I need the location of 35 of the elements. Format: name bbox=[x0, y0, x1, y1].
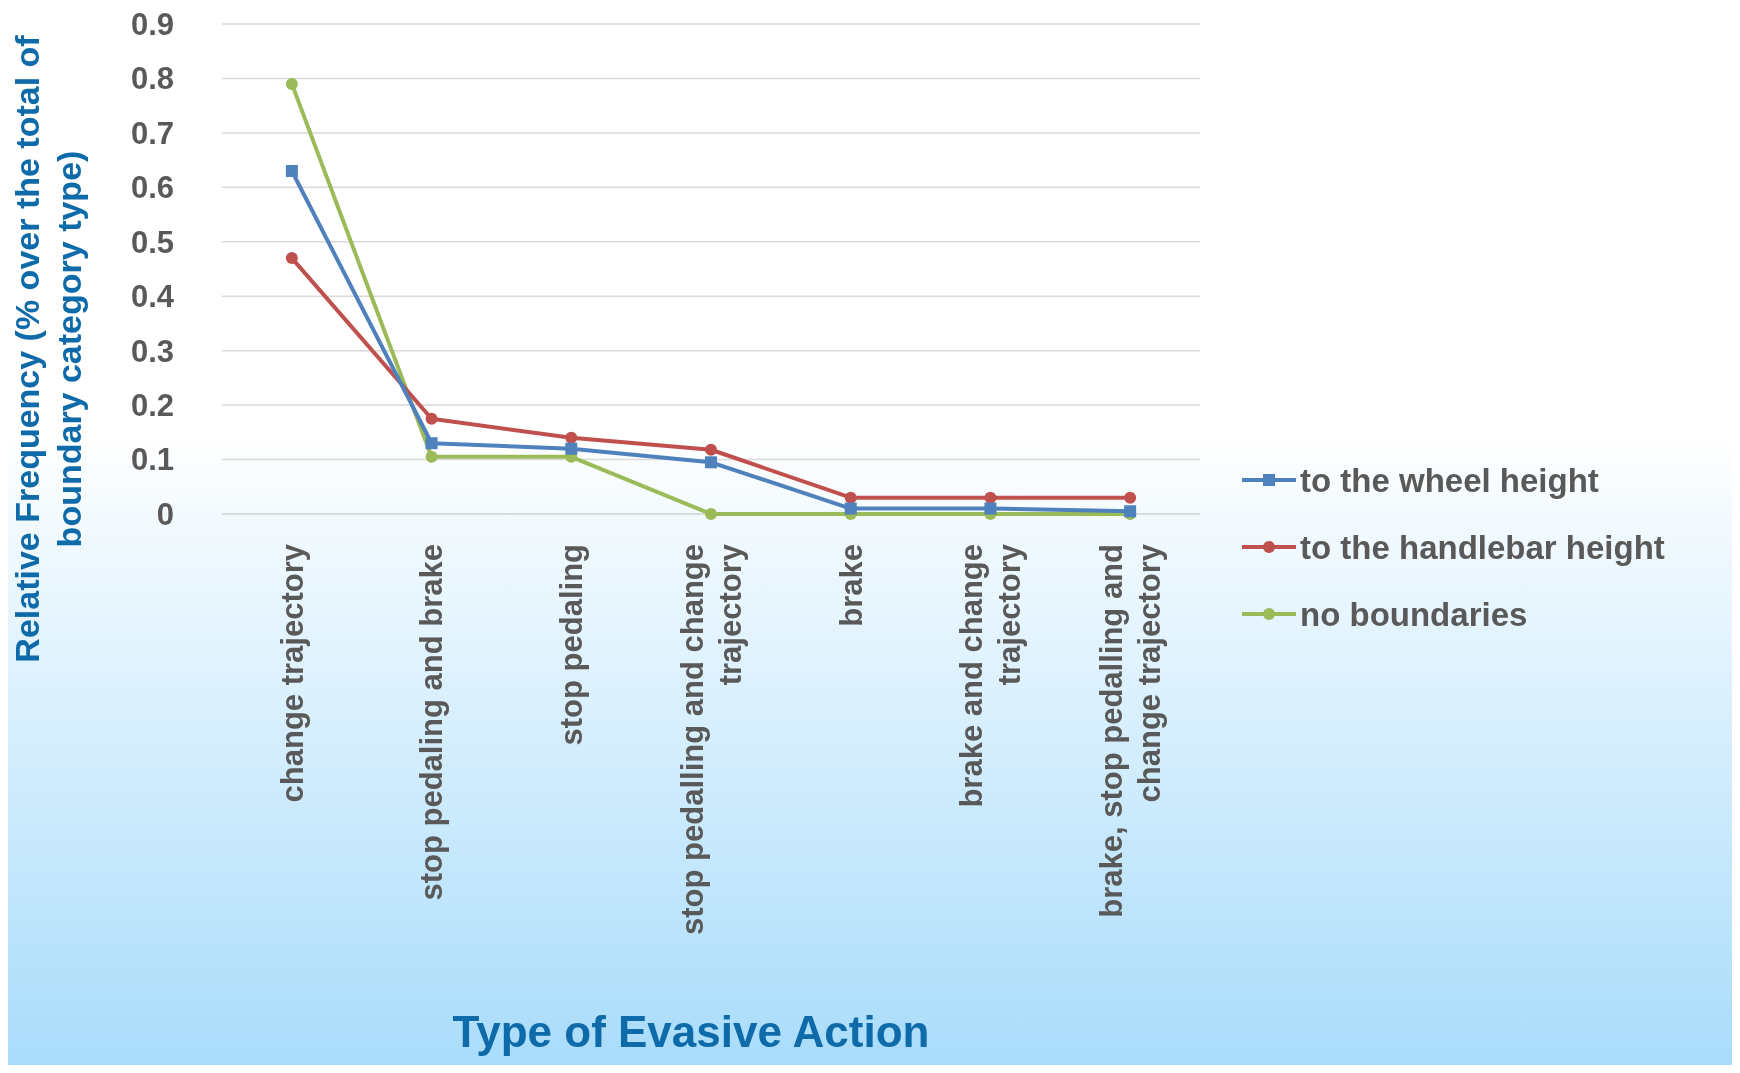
point bbox=[425, 437, 438, 450]
point bbox=[425, 412, 438, 425]
y-tick-label: 0.1 bbox=[130, 442, 174, 478]
point bbox=[285, 77, 298, 90]
y-tick-label: 0.5 bbox=[130, 224, 174, 260]
point bbox=[984, 502, 997, 515]
y-tick-label: 0.4 bbox=[130, 279, 175, 315]
x-tick-label: stop pedaling bbox=[554, 544, 590, 746]
x-axis-title: Type of Evasive Action bbox=[452, 1007, 930, 1056]
point bbox=[984, 491, 997, 504]
point bbox=[705, 443, 717, 456]
y-tick-label: 0.9 bbox=[130, 6, 174, 42]
point bbox=[1124, 491, 1137, 504]
point bbox=[285, 165, 298, 177]
y-tick-label: 0.2 bbox=[130, 387, 174, 423]
y-tick-label: 0.3 bbox=[130, 333, 174, 369]
x-tick-label: stop pedaling and brake bbox=[414, 544, 450, 901]
point bbox=[844, 502, 857, 515]
legend-label: to the handlebar height bbox=[1300, 528, 1665, 566]
y-tick-label: 0.6 bbox=[130, 170, 174, 206]
point bbox=[565, 431, 578, 444]
point bbox=[705, 456, 717, 469]
point bbox=[705, 508, 717, 520]
x-tick-label: change trajectory bbox=[274, 543, 310, 803]
legend-label: to the wheel height bbox=[1300, 461, 1599, 499]
point bbox=[285, 252, 298, 265]
y-tick-label: 0.7 bbox=[130, 115, 174, 151]
legend-label: no boundaries bbox=[1300, 595, 1528, 633]
y-axis-title: Relative Frequency (% over the total of boundary category type) bbox=[7, 34, 88, 663]
y-tick-label: 0.8 bbox=[130, 61, 174, 97]
y-tick-label: 0 bbox=[156, 496, 174, 532]
point bbox=[565, 442, 578, 455]
point bbox=[844, 491, 857, 504]
point bbox=[425, 450, 438, 463]
x-tick-label: brake bbox=[833, 544, 869, 627]
